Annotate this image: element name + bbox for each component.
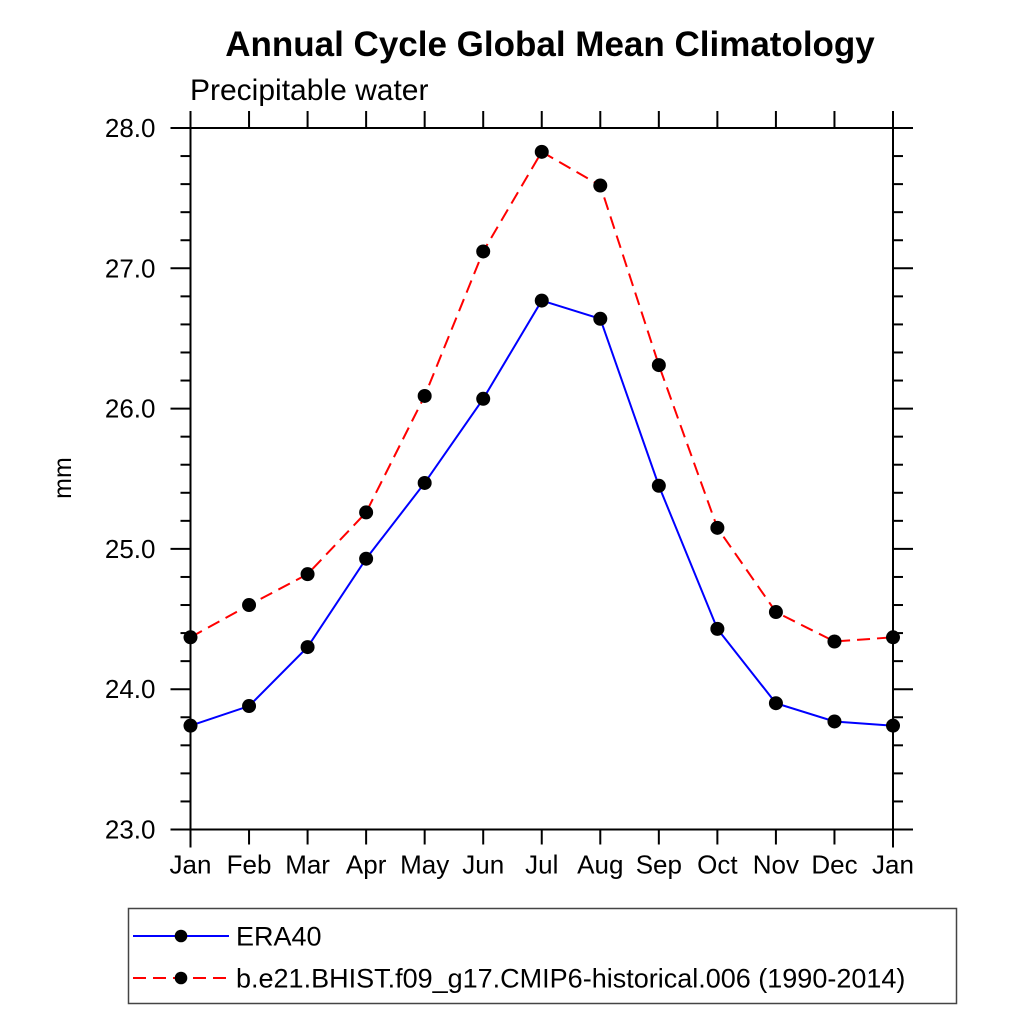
data-point-marker — [359, 551, 374, 566]
x-tick-label: Dec — [811, 850, 857, 880]
data-point-marker — [534, 293, 549, 308]
legend: ERA40 b.e21.BHIST.f09_g17.CMIP6-historic… — [127, 907, 958, 1005]
x-tick-label: Apr — [346, 850, 387, 880]
data-point-marker — [651, 478, 666, 493]
legend-marker-era40-icon — [174, 929, 188, 943]
y-tick-label: 23.0 — [105, 815, 156, 845]
data-point-marker — [534, 144, 549, 159]
data-point-marker — [886, 718, 900, 733]
x-tick-label: May — [400, 850, 449, 880]
y-tick-label: 25.0 — [105, 534, 156, 564]
data-point-marker — [242, 598, 257, 613]
x-tick-label: Feb — [227, 850, 272, 880]
data-point-marker — [183, 630, 198, 645]
x-tick-label: Jan — [170, 850, 212, 880]
data-point-marker — [710, 520, 725, 535]
x-tick-label: Sep — [636, 850, 682, 880]
data-point-marker — [827, 634, 842, 649]
data-point-marker — [768, 696, 783, 711]
data-point-marker — [710, 621, 725, 636]
data-point-marker — [476, 244, 491, 259]
data-point-marker — [359, 505, 374, 520]
data-point-marker — [886, 630, 900, 645]
y-tick-label: 26.0 — [105, 394, 156, 424]
legend-label-model: b.e21.BHIST.f09_g17.CMIP6-historical.006… — [236, 964, 905, 994]
data-series — [183, 144, 900, 733]
series-line-1 — [190, 150, 894, 643]
x-tick-label: Mar — [285, 850, 330, 880]
legend-item-model: b.e21.BHIST.f09_g17.CMIP6-historical.006… — [133, 964, 905, 994]
chart-subtitle: Precipitable water — [190, 74, 428, 107]
y-tick-label: 27.0 — [105, 253, 156, 283]
x-tick-label: Jun — [462, 850, 504, 880]
x-tick-label: Nov — [753, 850, 799, 880]
data-point-marker — [183, 718, 198, 733]
y-axis-title: mm — [49, 457, 77, 499]
y-tick-label: 24.0 — [105, 674, 156, 704]
x-tick-label: Jan — [872, 850, 914, 880]
axes-ticks: 23.0 24.0 25.0 26.0 27.0 28.0 Jan Feb Mar Apr May J… — [105, 111, 914, 880]
data-point-marker — [476, 391, 491, 406]
data-point-marker — [300, 567, 315, 582]
data-point-marker — [827, 714, 842, 729]
x-tick-label: Jul — [525, 850, 558, 880]
x-tick-label: Oct — [697, 850, 738, 880]
legend-box — [127, 907, 958, 1005]
data-point-marker — [417, 388, 432, 403]
data-point-marker — [300, 640, 315, 655]
data-point-marker — [651, 358, 666, 373]
data-point-marker — [768, 605, 783, 620]
legend-item-era40: ERA40 — [133, 922, 322, 952]
x-tick-label: Aug — [577, 850, 623, 880]
data-point-marker — [242, 699, 257, 714]
legend-label-era40: ERA40 — [236, 922, 322, 952]
series-line-0 — [190, 299, 894, 727]
data-point-marker — [593, 311, 608, 326]
chart-title: Annual Cycle Global Mean Climatology — [225, 25, 875, 64]
legend-marker-model-icon — [174, 971, 188, 985]
data-point-marker — [593, 178, 608, 193]
plot-frame — [189, 127, 894, 831]
data-point-marker — [417, 475, 432, 490]
y-tick-label: 28.0 — [105, 113, 156, 143]
